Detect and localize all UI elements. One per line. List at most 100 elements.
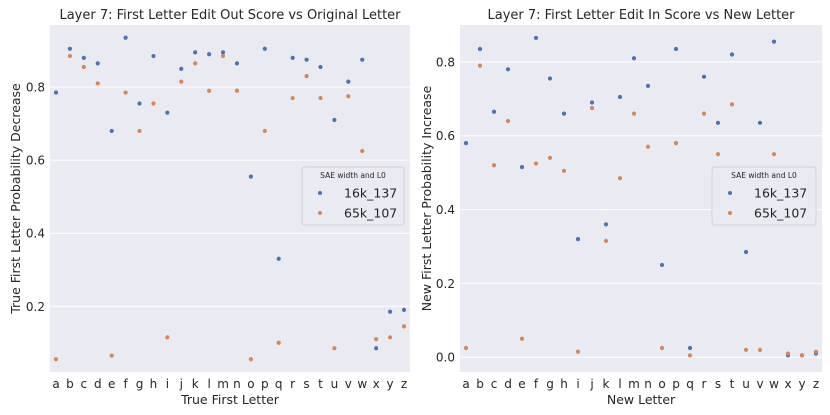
point-65k-107-s (304, 74, 309, 79)
point-16k-137-s (304, 57, 309, 62)
x-tick-label: z (813, 377, 819, 391)
point-16k-137-j (589, 100, 595, 105)
point-16k-137-k (193, 50, 198, 55)
point-65k-107-p (262, 128, 267, 134)
x-tick-label: d (94, 377, 102, 391)
x-tick-label: j (589, 377, 593, 391)
x-tick-label: u (331, 377, 339, 391)
x-tick-label: a (462, 377, 469, 391)
y-tick-label: 0.6 (26, 154, 45, 168)
x-tick-label: q (686, 377, 694, 391)
point-16k-137-g (137, 101, 142, 106)
x-tick-label: g (546, 377, 554, 391)
point-65k-107-g (137, 128, 142, 134)
legend-title-edit-out: SAE width and L0 (320, 171, 386, 180)
point-65k-107-o (659, 345, 665, 351)
x-tick-label: r (290, 377, 295, 391)
point-65k-107-a (53, 357, 59, 362)
point-16k-137-v (346, 79, 351, 84)
point-16k-137-d (95, 61, 100, 66)
point-16k-137-m (631, 56, 637, 61)
point-65k-107-d (505, 118, 511, 124)
legend-title-edit-in: SAE width and L0 (731, 171, 797, 180)
point-16k-137-q (276, 256, 281, 261)
point-65k-107-a (463, 345, 469, 351)
x-tick-label: v (345, 377, 352, 391)
x-tick-label: m (217, 377, 229, 391)
point-65k-107-j (179, 79, 184, 84)
point-65k-107-k (193, 61, 198, 66)
legend-edit-in: SAE width and L0 16k_137 65k_107 (711, 166, 817, 226)
point-65k-107-m (631, 111, 637, 116)
point-16k-137-n (234, 61, 240, 66)
x-tick-label: l (618, 377, 621, 391)
legend-box-edit-in (711, 166, 817, 226)
x-tick-label: b (66, 377, 74, 391)
x-tick-label: j (179, 377, 183, 391)
point-65k-107-b (477, 63, 483, 68)
point-65k-107-t (318, 95, 323, 101)
x-tick-label: f (123, 377, 128, 391)
x-tick-label: s (715, 377, 721, 391)
point-65k-107-q (687, 353, 693, 358)
point-65k-107-n (645, 144, 651, 149)
point-16k-137-e (519, 165, 525, 170)
point-16k-137-o (248, 174, 253, 179)
point-65k-107-p (673, 141, 679, 146)
point-65k-107-e (109, 353, 114, 358)
x-tick-label: h (560, 377, 568, 391)
point-16k-137-i (575, 237, 581, 242)
point-65k-107-r (290, 95, 295, 101)
x-tick-label: q (275, 377, 283, 391)
y-tick-label: 0.2 (26, 300, 45, 314)
x-tick-label: p (261, 377, 269, 391)
x-tick-label: i (166, 377, 169, 391)
y-axis-label-edit-out: True First Letter Probability Decrease (8, 83, 23, 315)
y-tick-label: 0.4 (436, 203, 455, 217)
y-tick-label: 0.2 (436, 277, 455, 291)
legend-marker-65k-edit-in (728, 211, 732, 215)
point-16k-137-x (374, 346, 379, 351)
x-tick-label: v (756, 377, 763, 391)
point-16k-137-l (617, 94, 623, 100)
x-tick-label: w (357, 377, 367, 391)
legend-label-16k-edit-in: 16k_137 (754, 186, 807, 201)
point-16k-137-t (729, 52, 735, 57)
x-tick-label: e (108, 377, 115, 391)
legend-box-edit-out (301, 166, 405, 226)
point-65k-107-b (67, 53, 73, 59)
point-16k-137-r (701, 74, 707, 79)
point-65k-107-t (729, 102, 735, 107)
point-16k-137-z (401, 307, 407, 313)
point-16k-137-w (771, 39, 777, 44)
point-65k-107-u (332, 346, 337, 351)
point-65k-107-z (401, 324, 407, 329)
x-tick-label: s (303, 377, 309, 391)
gridlines-edit-in (460, 61, 822, 358)
y-tick-label: 0.8 (436, 55, 455, 69)
point-16k-137-s (715, 120, 721, 125)
legend-label-16k-edit-out: 16k_137 (344, 186, 397, 201)
x-tick-label: o (658, 377, 665, 391)
points-edit-out (53, 35, 407, 362)
point-16k-137-b (67, 46, 73, 51)
y-axis-label-edit-in: New First Letter Probability Increase (419, 85, 434, 311)
point-16k-137-d (505, 67, 511, 72)
legend-label-65k-edit-in: 65k_107 (754, 206, 807, 221)
x-axis-label-edit-in: New Letter (607, 392, 676, 407)
point-65k-107-i (165, 335, 170, 340)
x-axis-label-edit-out: True First Letter (180, 392, 280, 407)
point-65k-107-l (207, 88, 212, 93)
point-65k-107-u (743, 347, 749, 352)
x-tick-label: i (576, 377, 579, 391)
point-16k-137-r (290, 55, 295, 60)
x-tick-label: z (401, 377, 407, 391)
point-65k-107-f (123, 90, 128, 95)
x-tick-label: y (387, 377, 394, 391)
x-tick-label: a (52, 377, 59, 391)
point-16k-137-f (123, 35, 128, 40)
point-16k-137-a (53, 90, 59, 95)
point-65k-107-q (276, 340, 281, 345)
point-16k-137-h (561, 111, 567, 116)
